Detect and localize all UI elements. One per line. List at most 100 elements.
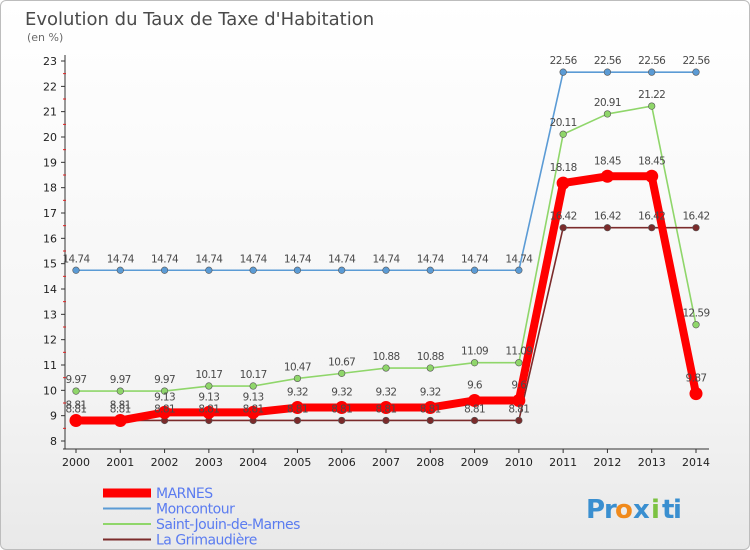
x-tick-label: 2011 [549, 456, 577, 469]
x-tick-label: 2008 [416, 456, 444, 469]
data-point [600, 169, 614, 183]
data-label: 18.45 [638, 155, 665, 167]
data-point [645, 169, 659, 183]
logo-letter: i [651, 495, 661, 525]
data-point [470, 359, 479, 367]
data-label: 16.42 [550, 211, 577, 223]
data-label: 21.22 [638, 89, 665, 101]
logo-letter: P [586, 495, 606, 525]
data-label: 9.32 [331, 387, 352, 399]
y-tick-label: 11 [43, 359, 57, 372]
data-point [113, 413, 127, 427]
logo-letter: t [662, 495, 675, 525]
data-label: 14.74 [505, 253, 533, 265]
data-point [470, 416, 479, 425]
series-line-saint-jouin-de-marnes [75, 105, 697, 392]
x-tick-label: 2012 [593, 456, 621, 469]
data-label: 14.74 [62, 253, 90, 265]
data-point [69, 413, 83, 427]
data-label: 9.32 [287, 387, 308, 399]
data-point [382, 364, 390, 372]
data-point [515, 266, 523, 274]
y-tick-label: 16 [43, 232, 57, 245]
data-point [335, 401, 349, 415]
logo-letter: i [673, 495, 683, 525]
data-point [692, 224, 700, 232]
y-tick-label: 8 [50, 435, 57, 448]
data-label: 14.74 [372, 253, 400, 265]
data-point [512, 393, 526, 407]
x-tick-label: 2014 [682, 456, 710, 469]
y-tick-label: 12 [43, 334, 57, 347]
x-tick-label: 2009 [461, 456, 489, 469]
data-point [382, 266, 390, 274]
data-point [158, 405, 172, 419]
legend: MARNESMoncontourSaint-Jouin-de-MarnesLa … [103, 486, 301, 549]
data-label: 9.6 [467, 379, 483, 391]
data-point [72, 266, 80, 274]
data-label: 9.32 [376, 387, 397, 399]
data-label: 14.74 [328, 253, 356, 265]
data-label: 9.97 [154, 374, 175, 386]
data-label: 9.6 [511, 379, 527, 391]
data-label: 20.91 [594, 97, 621, 109]
y-tick-label: 14 [43, 283, 57, 296]
data-label: 8.81 [420, 403, 441, 415]
data-label: 10.17 [195, 369, 222, 381]
data-point [559, 68, 567, 76]
legend-label: MARNES [156, 486, 213, 502]
data-point [423, 401, 437, 415]
data-label: 16.42 [682, 211, 709, 223]
data-point [379, 401, 393, 415]
data-label: 11.09 [505, 346, 532, 358]
data-label: 16.42 [638, 211, 665, 223]
data-point [692, 321, 700, 329]
data-point [116, 387, 124, 395]
data-point [338, 369, 346, 377]
data-label: 14.74 [107, 253, 135, 265]
proxiti-logo: Pro x i ti [586, 495, 683, 525]
data-label: 8.81 [198, 403, 219, 415]
data-point [648, 68, 656, 76]
chart-title: Evolution du Taux de Taxe d'Habitation [25, 9, 374, 30]
data-label: 20.11 [550, 117, 577, 129]
data-label: 8.81 [287, 403, 308, 415]
y-tick-label: 21 [43, 106, 57, 119]
data-point [426, 416, 434, 425]
x-tick-label: 2003 [195, 456, 223, 469]
data-label: 22.56 [682, 55, 710, 67]
data-point [293, 266, 302, 274]
data-label: 14.74 [284, 253, 312, 265]
data-label: 9.87 [686, 373, 707, 385]
legend-label: La Grimaudière [156, 533, 257, 549]
x-tick-label: 2006 [328, 456, 356, 469]
data-point [338, 266, 346, 274]
y-tick-label: 13 [43, 308, 57, 321]
y-tick-label: 19 [43, 156, 57, 169]
data-label: 14.74 [195, 253, 223, 265]
y-tick-label: 20 [43, 131, 57, 144]
data-label: 18.18 [550, 162, 577, 174]
data-point [382, 416, 390, 425]
data-point [116, 266, 124, 274]
data-label: 18.45 [594, 155, 621, 167]
data-label: 10.17 [240, 369, 267, 381]
data-label: 22.56 [638, 55, 666, 67]
x-tick-label: 2013 [638, 456, 666, 469]
data-point [556, 176, 570, 190]
data-label: 10.67 [328, 356, 355, 368]
logo-letter: r [604, 495, 618, 525]
data-label: 14.74 [417, 253, 445, 265]
data-point [559, 130, 567, 138]
data-point [468, 393, 482, 407]
data-label: 11.09 [461, 346, 488, 358]
data-label: 9.13 [198, 391, 219, 403]
data-point [290, 401, 304, 415]
data-label: 9.32 [420, 387, 441, 399]
data-label: 8.81 [110, 399, 131, 411]
data-point [648, 102, 656, 110]
data-label: 14.74 [461, 253, 489, 265]
legend-label: Saint-Jouin-de-Marnes [156, 517, 300, 533]
x-tick-label: 2004 [239, 456, 267, 469]
